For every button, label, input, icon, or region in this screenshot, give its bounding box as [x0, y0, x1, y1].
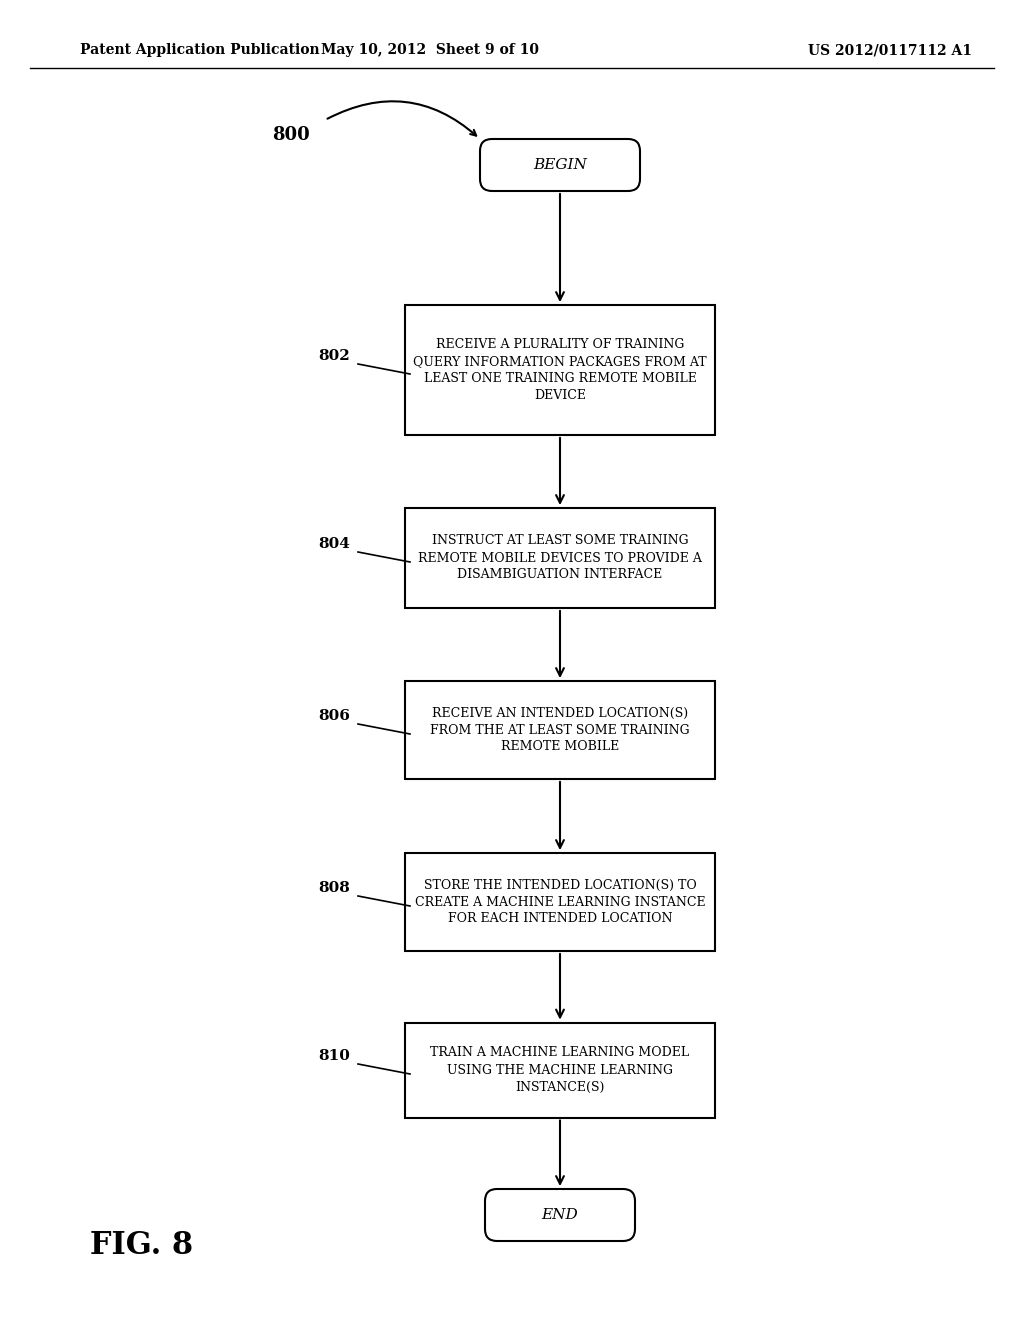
Text: 804: 804 [318, 537, 350, 550]
Bar [406, 508, 715, 609]
Text: TRAIN A MACHINE LEARNING MODEL
USING THE MACHINE LEARNING
INSTANCE(S): TRAIN A MACHINE LEARNING MODEL USING THE… [430, 1047, 689, 1093]
Bar [406, 1023, 715, 1118]
Text: RECEIVE AN INTENDED LOCATION(S)
FROM THE AT LEAST SOME TRAINING
REMOTE MOBILE: RECEIVE AN INTENDED LOCATION(S) FROM THE… [430, 706, 690, 754]
Bar [406, 681, 715, 779]
Bar [406, 305, 715, 436]
FancyBboxPatch shape [485, 1189, 635, 1241]
Text: STORE THE INTENDED LOCATION(S) TO
CREATE A MACHINE LEARNING INSTANCE
FOR EACH IN: STORE THE INTENDED LOCATION(S) TO CREATE… [415, 879, 706, 925]
Text: FIG. 8: FIG. 8 [90, 1229, 194, 1261]
Text: US 2012/0117112 A1: US 2012/0117112 A1 [808, 44, 972, 57]
Bar [406, 853, 715, 950]
Text: BEGIN: BEGIN [534, 158, 587, 172]
Text: END: END [542, 1208, 579, 1222]
Text: 806: 806 [318, 709, 350, 723]
Text: 808: 808 [318, 880, 350, 895]
Text: 810: 810 [318, 1049, 350, 1063]
Text: 802: 802 [318, 348, 350, 363]
Text: May 10, 2012  Sheet 9 of 10: May 10, 2012 Sheet 9 of 10 [321, 44, 539, 57]
FancyBboxPatch shape [480, 139, 640, 191]
Text: 800: 800 [272, 125, 310, 144]
Text: INSTRUCT AT LEAST SOME TRAINING
REMOTE MOBILE DEVICES TO PROVIDE A
DISAMBIGUATIO: INSTRUCT AT LEAST SOME TRAINING REMOTE M… [418, 535, 701, 582]
Text: Patent Application Publication: Patent Application Publication [80, 44, 319, 57]
Text: RECEIVE A PLURALITY OF TRAINING
QUERY INFORMATION PACKAGES FROM AT
LEAST ONE TRA: RECEIVE A PLURALITY OF TRAINING QUERY IN… [414, 338, 707, 403]
